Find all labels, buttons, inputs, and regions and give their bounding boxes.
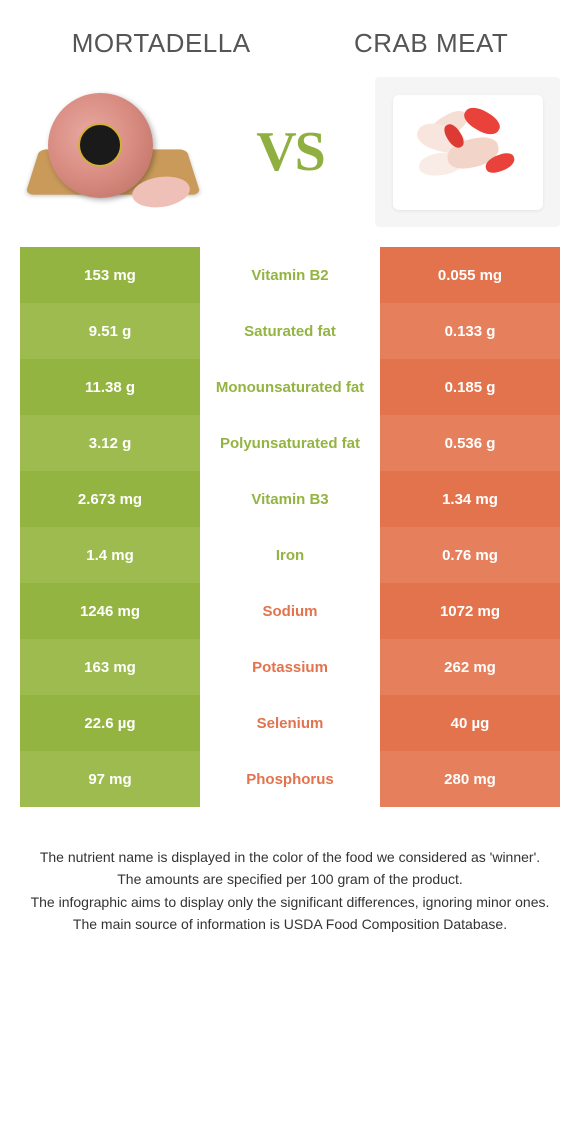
food2-value: 0.536 g: [380, 415, 560, 471]
food2-value: 262 mg: [380, 639, 560, 695]
nutrient-name: Iron: [200, 527, 380, 583]
header: Mortadella Crab meat: [0, 0, 580, 77]
table-row: 163 mgPotassium262 mg: [20, 639, 560, 695]
table-row: 153 mgVitamin B20.055 mg: [20, 247, 560, 303]
nutrient-name: Potassium: [200, 639, 380, 695]
footnote-line: The main source of information is USDA F…: [30, 914, 550, 934]
food1-value: 11.38 g: [20, 359, 200, 415]
nutrient-name: Vitamin B3: [200, 471, 380, 527]
table-row: 3.12 gPolyunsaturated fat0.536 g: [20, 415, 560, 471]
table-row: 22.6 µgSelenium40 µg: [20, 695, 560, 751]
nutrient-name: Vitamin B2: [200, 247, 380, 303]
table-row: 11.38 gMonounsaturated fat0.185 g: [20, 359, 560, 415]
food1-value: 1246 mg: [20, 583, 200, 639]
food2-title: Crab meat: [354, 28, 508, 59]
vs-label: VS: [256, 120, 324, 184]
food1-value: 22.6 µg: [20, 695, 200, 751]
footnote-line: The infographic aims to display only the…: [30, 892, 550, 912]
footnotes: The nutrient name is displayed in the co…: [0, 807, 580, 956]
table-row: 1246 mgSodium1072 mg: [20, 583, 560, 639]
food2-value: 280 mg: [380, 751, 560, 807]
nutrient-name: Selenium: [200, 695, 380, 751]
food2-image: [375, 77, 560, 227]
food1-value: 3.12 g: [20, 415, 200, 471]
food1-image: [20, 77, 205, 227]
food2-value: 40 µg: [380, 695, 560, 751]
footnote-line: The nutrient name is displayed in the co…: [30, 847, 550, 867]
food2-value: 1072 mg: [380, 583, 560, 639]
food1-value: 153 mg: [20, 247, 200, 303]
food2-value: 0.185 g: [380, 359, 560, 415]
food1-value: 97 mg: [20, 751, 200, 807]
comparison-table: 153 mgVitamin B20.055 mg9.51 gSaturated …: [0, 247, 580, 807]
nutrient-name: Monounsaturated fat: [200, 359, 380, 415]
food2-value: 1.34 mg: [380, 471, 560, 527]
footnote-line: The amounts are specified per 100 gram o…: [30, 869, 550, 889]
food2-value: 0.055 mg: [380, 247, 560, 303]
food1-value: 1.4 mg: [20, 527, 200, 583]
images-row: VS: [0, 77, 580, 247]
food2-value: 0.76 mg: [380, 527, 560, 583]
food1-value: 2.673 mg: [20, 471, 200, 527]
nutrient-name: Saturated fat: [200, 303, 380, 359]
table-row: 2.673 mgVitamin B31.34 mg: [20, 471, 560, 527]
food1-value: 163 mg: [20, 639, 200, 695]
nutrient-name: Phosphorus: [200, 751, 380, 807]
table-row: 9.51 gSaturated fat0.133 g: [20, 303, 560, 359]
table-row: 1.4 mgIron0.76 mg: [20, 527, 560, 583]
food2-value: 0.133 g: [380, 303, 560, 359]
table-row: 97 mgPhosphorus280 mg: [20, 751, 560, 807]
nutrient-name: Polyunsaturated fat: [200, 415, 380, 471]
food1-title: Mortadella: [72, 28, 251, 59]
food1-value: 9.51 g: [20, 303, 200, 359]
nutrient-name: Sodium: [200, 583, 380, 639]
